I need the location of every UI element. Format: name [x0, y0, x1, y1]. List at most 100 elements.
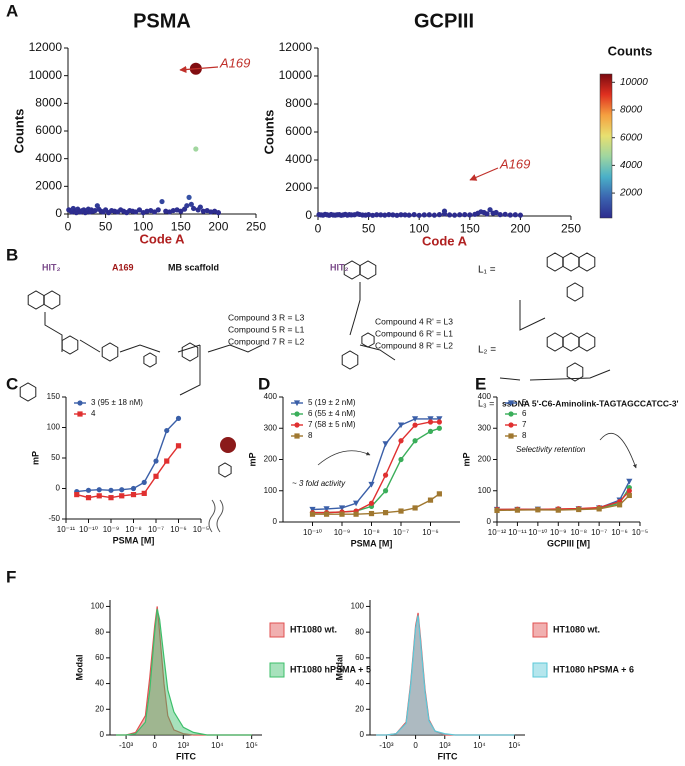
legend-label: 8: [308, 431, 313, 440]
compound-label: Compound 3 R = L3: [228, 312, 305, 322]
colorbar-tick-label: 6000: [620, 132, 643, 143]
legend-label: 6 (55 ± 4 nM): [308, 409, 356, 418]
y-axis-label: mP: [247, 452, 257, 466]
x-tick-label: 10⁻⁸: [363, 528, 380, 537]
colorbar-tick-label: 2000: [619, 188, 643, 199]
data-point: [141, 490, 147, 496]
y-axis-label: Counts: [261, 110, 276, 155]
hit-label: HIT₂: [330, 262, 349, 272]
x-tick-label: 250: [246, 219, 266, 233]
x-tick-label: -10³: [379, 741, 394, 750]
data-point: [184, 203, 190, 209]
y-tick-label: 200: [264, 455, 278, 464]
structure-ring: [562, 252, 580, 272]
y-tick-label: 400: [478, 392, 492, 401]
annotation-arrow: [317, 450, 371, 466]
x-tick-label: -10³: [119, 741, 134, 750]
data-point: [497, 212, 503, 218]
x-tick-label: 10⁻⁸: [125, 525, 142, 534]
y-tick-label: 100: [478, 486, 492, 495]
data-point: [411, 212, 417, 218]
data-point: [457, 212, 463, 218]
x-tick-label: 10⁻⁷: [591, 528, 607, 537]
data-point: [368, 481, 375, 488]
structure-ring: [27, 290, 45, 310]
x-tick-label: 10⁻¹⁰: [79, 525, 98, 534]
data-point: [426, 212, 432, 218]
data-point: [309, 506, 316, 513]
data-point: [596, 506, 602, 512]
data-point: [353, 511, 359, 517]
histogram-area: [116, 606, 252, 736]
y-tick-label: 60: [95, 653, 104, 662]
ssdna-label: ssDNA 5'-C6-Aminolink-TAGTAGCCATCC-3': [502, 398, 679, 408]
legend-label: HT1080 hPSMA + 5: [290, 664, 371, 674]
y-tick-label: 40: [95, 679, 104, 688]
legend-label: 5: [522, 398, 527, 407]
linker-label: L₁ =: [478, 265, 496, 276]
legend-label: 4: [91, 409, 96, 418]
data-point: [467, 212, 473, 218]
structure-ring: [562, 332, 580, 352]
data-point: [136, 207, 143, 213]
x-tick-label: 10⁻⁵: [193, 525, 209, 534]
data-point: [130, 485, 137, 492]
data-point: [512, 212, 518, 218]
structure-icon: [220, 437, 236, 453]
panel-letter: E: [475, 374, 486, 393]
data-point: [175, 415, 182, 421]
y-tick-label: 40: [355, 679, 364, 688]
x-tick-label: 10⁻¹⁰: [528, 528, 547, 537]
data-point: [155, 207, 161, 213]
legend-label: 7 (58 ± 5 nM): [308, 420, 356, 429]
data-point: [190, 205, 197, 212]
y-tick-label: 80: [95, 627, 104, 636]
chart-title: GCPIII: [414, 10, 474, 32]
data-point: [370, 212, 376, 218]
legend-label: 7: [522, 420, 527, 429]
x-tick-label: 10⁻⁹: [103, 525, 120, 534]
x-tick-label: 10⁻⁶: [422, 528, 438, 537]
legend-marker: [294, 422, 300, 428]
y-tick-label: 100: [91, 602, 105, 611]
data-point: [398, 508, 404, 514]
legend-label: 5 (19 ± 2 nM): [308, 398, 356, 407]
structure-ring: [566, 362, 584, 382]
data-point: [352, 500, 360, 507]
data-line: [76, 417, 180, 493]
y-tick-label: 4000: [35, 151, 62, 165]
data-point: [535, 507, 541, 513]
data-point: [378, 212, 384, 218]
compound-label: Compound 8 R' = L2: [375, 340, 453, 350]
data-line: [312, 421, 440, 514]
x-tick-label: 250: [561, 221, 581, 235]
legend-marker: [508, 433, 514, 439]
data-point: [85, 495, 92, 501]
x-tick-label: 10⁻⁷: [148, 525, 164, 534]
data-point: [514, 507, 521, 513]
legend-label: HT1080 hPSMA + 6: [553, 664, 634, 674]
histogram-area: [116, 608, 252, 736]
structure-ring: [578, 252, 596, 272]
data-point: [382, 212, 388, 218]
data-point: [487, 207, 493, 213]
data-point: [96, 487, 102, 493]
structure-ring: [359, 260, 377, 280]
data-point: [412, 422, 418, 428]
colorbar-tick-label: 4000: [620, 160, 643, 171]
annotation-arrow: [599, 432, 637, 469]
panel-letter: A: [6, 1, 18, 20]
legend-swatch: [532, 662, 548, 678]
data-point: [462, 212, 468, 218]
hit-label: HIT₂: [42, 262, 61, 272]
x-tick-label: 10⁻¹¹: [508, 528, 527, 537]
legend-marker: [77, 400, 83, 406]
y-tick-label: 300: [264, 423, 278, 432]
legend-swatch: [269, 622, 285, 638]
y-tick-label: 0: [487, 517, 492, 526]
y-tick-label: 12000: [29, 40, 63, 54]
x-axis-label: GCPIII [M]: [547, 538, 590, 548]
data-point: [96, 493, 102, 499]
y-axis-label: Modal: [334, 655, 344, 681]
